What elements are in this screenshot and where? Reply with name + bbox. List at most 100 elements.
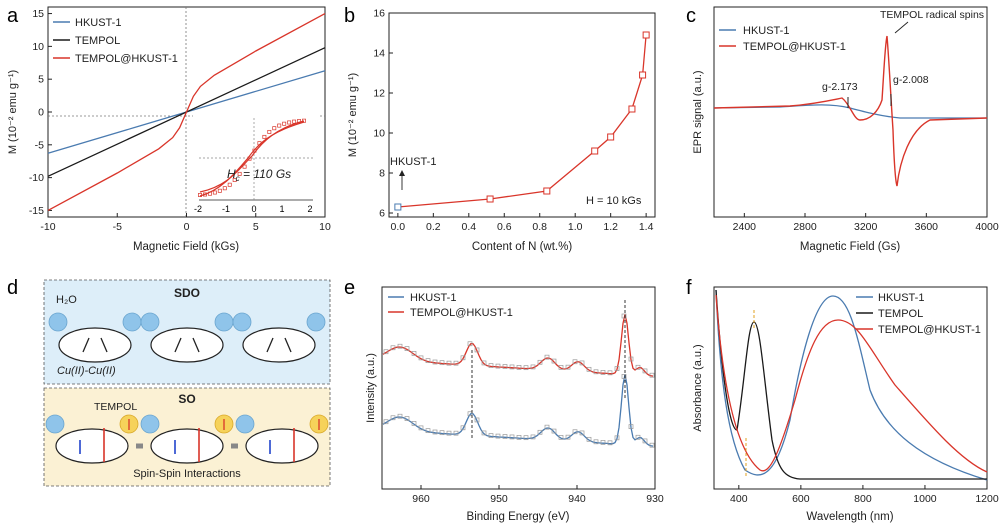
e-point (600, 370, 606, 375)
e-point (418, 355, 424, 361)
spin-arrow (174, 337, 182, 353)
water-sphere (122, 312, 142, 332)
f-xtick-label: 1200 (975, 493, 999, 505)
inset-marker (297, 119, 301, 124)
annot-c-g2: g-2.008 (893, 74, 929, 86)
e-point (516, 365, 522, 370)
panel-label-b: b (344, 5, 355, 27)
spin-arrow (100, 337, 108, 353)
inset-tick-4: 1 (279, 204, 284, 214)
spin-arrow (192, 337, 200, 353)
e-point (593, 369, 599, 375)
e-point (635, 364, 641, 370)
a-ytick-label: 0 (38, 107, 44, 119)
cu-dimer (55, 428, 129, 464)
water-sphere (45, 414, 65, 434)
e-point (586, 436, 592, 442)
b-point (591, 147, 599, 155)
series-f-tempol (715, 289, 987, 480)
a-xtick-label: 5 (253, 221, 259, 233)
inset-tick-5: 2 (307, 204, 312, 214)
e-point (383, 419, 389, 425)
a-xtick-label: 10 (319, 221, 331, 233)
a-ytick-label: -15 (29, 205, 44, 217)
inset-marker (247, 156, 252, 161)
water-sphere (140, 414, 160, 434)
b-xtick-label: 0.2 (426, 221, 441, 233)
spin-arrow (284, 337, 292, 353)
e-point (425, 358, 431, 364)
b-ytick-label: 6 (379, 208, 385, 220)
inset-marker (232, 178, 237, 182)
e-point (544, 424, 550, 430)
e-point (495, 433, 501, 439)
a-xtick-label: -5 (113, 221, 122, 233)
e-point (439, 430, 445, 436)
inset-marker (222, 186, 227, 191)
cu-dimer (245, 428, 319, 464)
schematic-d: SDO H₂O Cu(II)-Cu(II) SO TEMPOL Spin-Spi… (43, 279, 331, 487)
chart-a-inset: -2 -1 0 1 2 Hc = 110 Gs (193, 115, 320, 214)
b-xtick-label: 1.4 (639, 221, 654, 233)
inset-marker (302, 118, 306, 123)
e-point (481, 360, 487, 366)
water-sphere (214, 312, 234, 332)
water-sphere (140, 312, 160, 332)
spin-label: Spin-Spin Interactions (133, 468, 241, 480)
e-point (446, 360, 452, 366)
e-point (516, 435, 522, 440)
e-point (481, 430, 487, 436)
f-xtick-label: 400 (730, 493, 748, 505)
e-point (453, 360, 459, 366)
c-xtick-label: 3600 (915, 221, 939, 233)
water-sphere (48, 312, 68, 332)
inset-annotation: Hc = 110 Gs (227, 167, 291, 183)
c-xtick-label: 2400 (733, 221, 757, 233)
inset-marker (292, 119, 297, 124)
ylabel-f: Absorbance (a.u.) (692, 344, 704, 431)
a-ytick-label: 5 (38, 74, 44, 86)
e-point (453, 430, 459, 436)
e-point (537, 359, 543, 365)
e-point (558, 365, 564, 370)
e-point (425, 428, 431, 434)
inset-marker (237, 171, 242, 176)
b-point (639, 71, 647, 79)
annot-c-g1: g-2.173 (822, 81, 858, 93)
e-point (551, 358, 557, 364)
water-label: H₂O (56, 294, 77, 306)
e-point (565, 434, 571, 440)
sdo-title: SDO (174, 286, 200, 300)
inset-marker (272, 126, 277, 131)
a-ytick-label: 15 (32, 8, 44, 20)
e-point (628, 424, 634, 430)
e-point (649, 442, 655, 448)
e-point (579, 430, 585, 436)
f-xtick-label: 600 (792, 493, 810, 505)
e-point (509, 364, 515, 370)
e-point (502, 434, 508, 439)
e-point (404, 346, 410, 351)
e-point (530, 364, 536, 370)
xlabel-e: Binding Energy (eV) (467, 511, 570, 523)
cu-dimer (150, 428, 224, 464)
b-point (394, 203, 402, 211)
e-point (523, 435, 529, 441)
a-ytick-label: 10 (32, 41, 44, 53)
so-title: SO (178, 392, 195, 406)
b-ytick-label: 16 (373, 8, 385, 20)
chart-e: 960 950 940 930 HKUST-1 TEMPOL@HKUST-1 Bind… (365, 286, 664, 523)
xlabel-b: Content of N (wt.%) (472, 241, 573, 253)
e-point (418, 425, 424, 431)
series-a-2 (47, 13, 326, 211)
cu-dimer (58, 327, 132, 363)
f-xtick-label: 800 (854, 493, 872, 505)
e-point (467, 411, 473, 417)
series-c-tempol-hkust (713, 35, 988, 187)
b-ytick-label: 8 (379, 168, 385, 180)
b-xtick-label: 1.0 (568, 221, 583, 233)
panel-label-e: e (344, 277, 355, 299)
inset-marker (267, 129, 272, 134)
b-ytick-label: 12 (373, 88, 385, 100)
